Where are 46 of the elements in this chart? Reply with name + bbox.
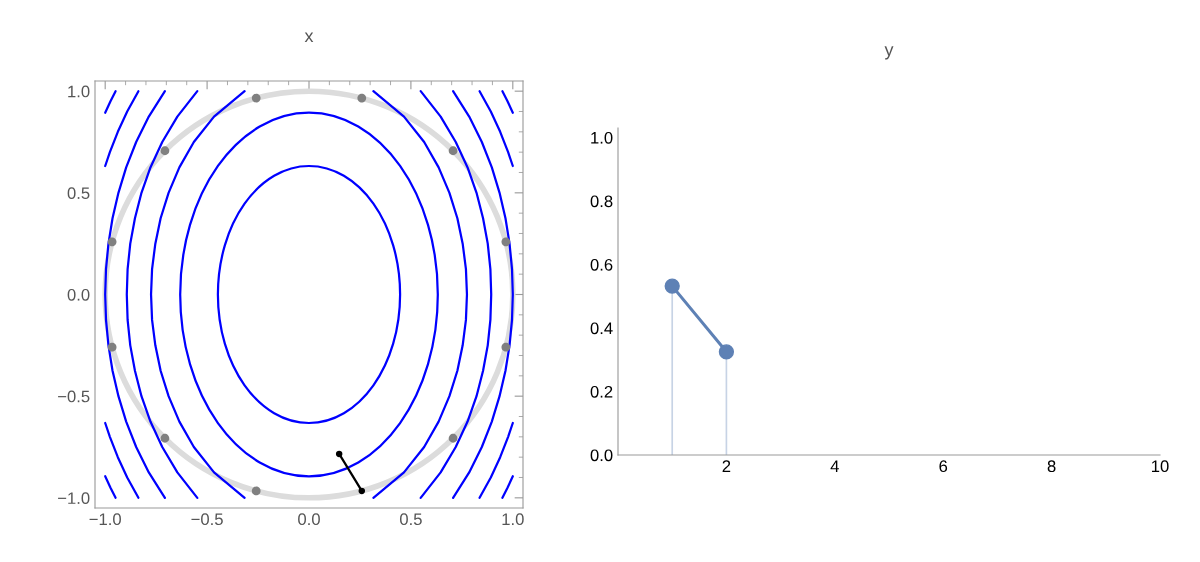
chart-title: x: [304, 32, 314, 43]
point: [501, 237, 511, 247]
point: [160, 146, 170, 156]
point: [448, 433, 458, 443]
x-tick-label: 8: [1047, 460, 1056, 473]
x-tick-label: 1.0: [502, 513, 524, 526]
y-tick-label: 1.0: [68, 85, 90, 98]
x-tick-label: 2: [722, 460, 731, 472]
x-tick-label: −1.0: [89, 513, 121, 526]
y-tick-label: 0.6: [590, 258, 613, 271]
y-tick-label: 0.2: [590, 385, 613, 398]
y-tick-label: 0.0: [590, 449, 613, 462]
x-tick-label: 0.0: [298, 513, 320, 526]
y-tick-label: 0.8: [590, 195, 613, 208]
line-series: [149, 90, 246, 499]
point: [335, 450, 343, 458]
x-tick-label: 6: [939, 460, 948, 473]
line-series: [104, 90, 140, 168]
chart-title: y: [884, 46, 894, 60]
line-series: [125, 90, 199, 499]
line-series: [451, 90, 514, 499]
x-tick-label: 0.5: [399, 513, 422, 526]
point: [107, 342, 117, 352]
line-series: [478, 90, 514, 168]
x-tick-label: 10: [1152, 460, 1169, 473]
point: [251, 486, 261, 496]
y-tick-label: 0.0: [67, 288, 90, 301]
x-tick-label: 4: [830, 460, 839, 472]
point: [358, 487, 366, 495]
y-tick-label: −0.5: [58, 390, 90, 403]
line-series: [419, 90, 493, 499]
y-tick-label: 0.5: [67, 187, 90, 200]
point: [107, 237, 117, 247]
y-tick-label: 0.4: [590, 322, 613, 335]
y-tick-label: 1.0: [591, 131, 613, 144]
line-series: [372, 90, 469, 499]
point: [448, 146, 458, 156]
line-series: [104, 90, 167, 499]
point: [251, 93, 261, 103]
point: [357, 93, 367, 103]
point: [160, 433, 170, 443]
point: [501, 342, 511, 352]
line-series: [104, 421, 140, 499]
line-series: [478, 421, 514, 499]
y-tick-label: −1.0: [58, 492, 90, 505]
x-tick-label: −0.5: [191, 513, 223, 526]
